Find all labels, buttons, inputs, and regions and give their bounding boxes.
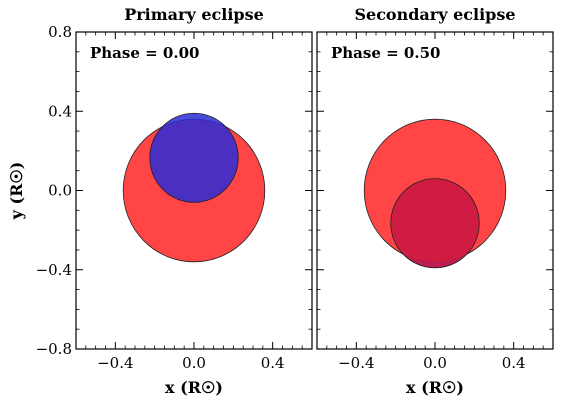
star-disk-2 xyxy=(149,112,239,203)
y-tick-label: 0.4 xyxy=(48,102,72,120)
x-axis-label: x (R☉) xyxy=(165,378,223,397)
x-axis-label: x (R☉) xyxy=(406,378,464,397)
x-tick-label: −0.4 xyxy=(338,354,374,372)
x-tick-label: 0.0 xyxy=(423,354,447,372)
y-tick-label: 0.8 xyxy=(48,23,72,41)
panel-1: −0.4 0.0 0.4 −0.8 −0.4 0.0 0.4 0.8 Primary eclip… xyxy=(7,5,313,397)
x-tick-label: 0.4 xyxy=(502,354,526,372)
x-tick-label: 0.4 xyxy=(261,354,285,372)
y-tick-label: 0.0 xyxy=(48,182,72,200)
y-axis-label: y (R☉) xyxy=(7,162,26,221)
panel-title: Secondary eclipse xyxy=(354,5,515,24)
star-disk-3 xyxy=(390,178,480,269)
y-tick-label: −0.4 xyxy=(36,261,72,279)
phase-annotation: Phase = 0.00 xyxy=(90,44,199,62)
phase-annotation: Phase = 0.50 xyxy=(331,44,440,62)
x-tick-label: −0.4 xyxy=(97,354,133,372)
star-disks xyxy=(363,118,507,269)
star-disks xyxy=(122,112,266,263)
y-tick-label: −0.8 xyxy=(36,340,72,358)
panel-title: Primary eclipse xyxy=(124,5,264,24)
panel-2: −0.4 0.0 0.4 Secondary eclipse Phase = 0.50 x… xyxy=(316,5,554,397)
x-tick-label: 0.0 xyxy=(182,354,206,372)
